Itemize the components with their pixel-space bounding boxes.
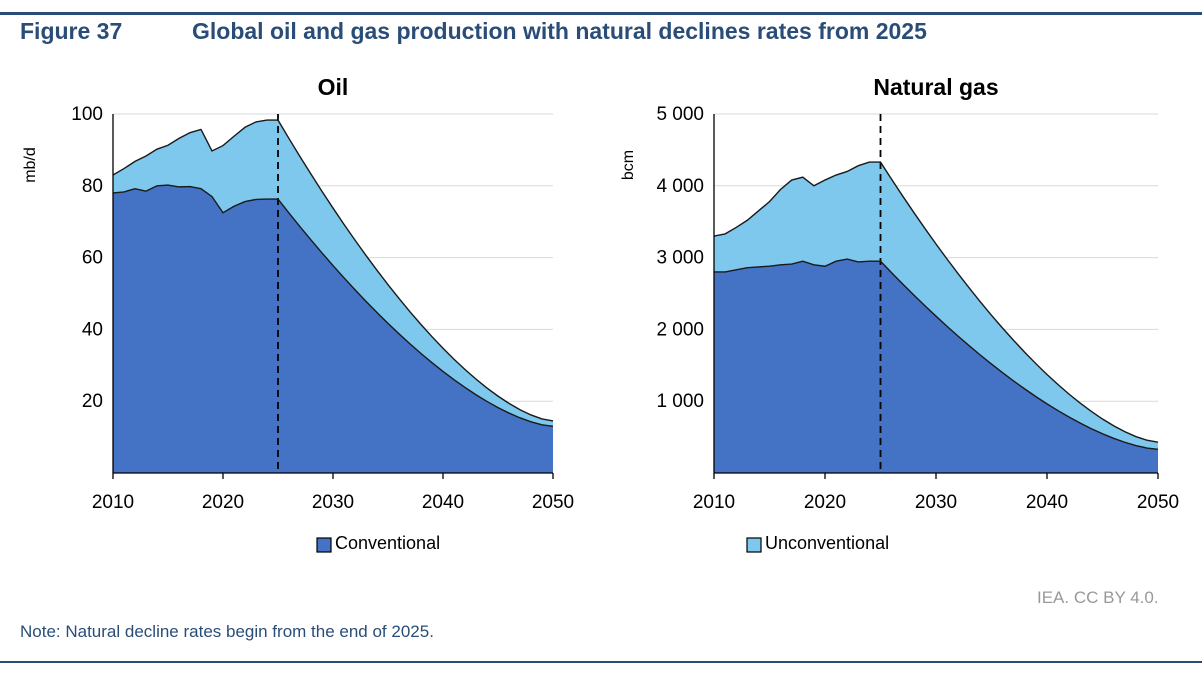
svg-text:40: 40 [82,319,103,340]
svg-text:2010: 2010 [693,492,735,513]
svg-text:80: 80 [82,176,103,197]
svg-text:100: 100 [71,104,103,125]
svg-text:2050: 2050 [532,492,574,513]
svg-text:2030: 2030 [915,492,957,513]
svg-text:2030: 2030 [312,492,354,513]
svg-text:Conventional: Conventional [335,533,440,553]
svg-text:2020: 2020 [202,492,244,513]
svg-text:2 000: 2 000 [656,319,704,340]
svg-text:2020: 2020 [804,492,846,513]
svg-text:3 000: 3 000 [656,248,704,269]
svg-text:2040: 2040 [1026,492,1068,513]
svg-text:2050: 2050 [1137,492,1179,513]
svg-text:60: 60 [82,248,103,269]
svg-text:4 000: 4 000 [656,176,704,197]
svg-text:Unconventional: Unconventional [765,533,889,553]
svg-text:Natural gas: Natural gas [873,74,998,100]
svg-text:5 000: 5 000 [656,104,704,125]
svg-text:bcm: bcm [620,150,637,180]
svg-text:2040: 2040 [422,492,464,513]
svg-text:20: 20 [82,391,103,412]
svg-text:2010: 2010 [92,492,134,513]
svg-text:mb/d: mb/d [22,147,39,183]
svg-text:Oil: Oil [318,74,349,100]
svg-text:1 000: 1 000 [656,391,704,412]
